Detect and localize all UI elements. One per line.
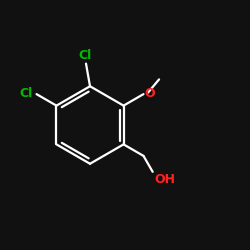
Text: Cl: Cl	[20, 86, 33, 100]
Text: O: O	[144, 87, 155, 100]
Text: OH: OH	[154, 173, 175, 186]
Text: Cl: Cl	[78, 48, 92, 62]
